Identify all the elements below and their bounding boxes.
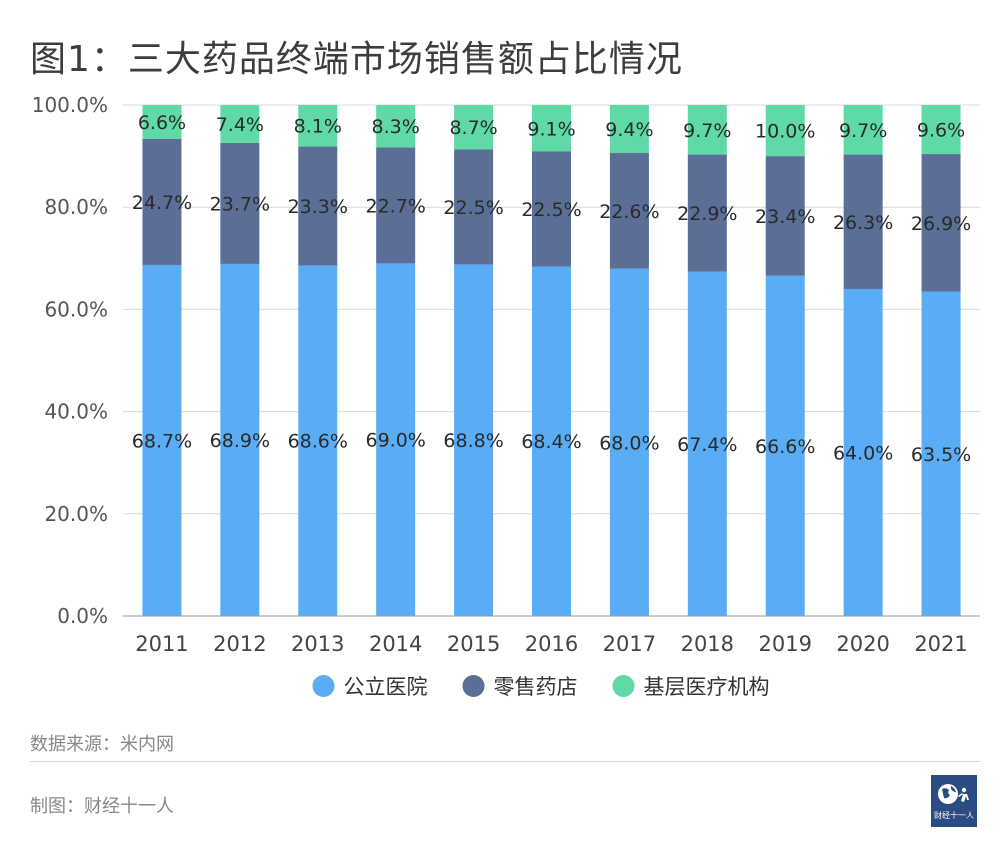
bar-segment xyxy=(298,105,338,147)
y-tick-label: 40.0% xyxy=(44,400,108,424)
data-label: 9.6% xyxy=(917,120,965,142)
data-label: 6.6% xyxy=(138,112,186,134)
data-label: 22.5% xyxy=(521,199,581,221)
bar-segment xyxy=(609,105,649,154)
bar-segment xyxy=(220,263,260,616)
stacked-bar-chart: 0.0% 20.0% 40.0% 60.0% 80.0% 100.0% 2011 2012 20… xyxy=(32,93,980,699)
x-tick-label: 2018 xyxy=(681,632,734,656)
data-label: 69.0% xyxy=(366,430,426,452)
legend-label: 基层医疗机构 xyxy=(644,675,770,699)
data-source: 数据来源：米内网 xyxy=(30,734,174,755)
bar-segment xyxy=(142,138,182,265)
bar-segment xyxy=(687,154,727,272)
data-label: 63.5% xyxy=(911,444,971,466)
data-label: 24.7% xyxy=(132,192,192,214)
bar-segment xyxy=(532,266,571,616)
bar-segment xyxy=(843,154,883,289)
data-label: 26.3% xyxy=(833,212,893,234)
legend-label: 零售药店 xyxy=(494,675,578,699)
bar-segment xyxy=(220,142,260,264)
y-tick-label: 0.0% xyxy=(57,604,108,628)
data-label: 68.9% xyxy=(210,430,270,452)
x-tick-label: 2016 xyxy=(525,632,578,656)
legend-marker xyxy=(612,675,635,697)
chart-title: 图1：三大药品终端市场销售额占比情况 xyxy=(30,39,683,80)
data-label: 8.1% xyxy=(294,116,342,138)
x-tick-label: 2011 xyxy=(135,632,188,656)
data-label: 10.0% xyxy=(755,121,815,143)
bar-segment xyxy=(609,153,649,269)
data-label: 23.4% xyxy=(755,206,815,228)
data-label: 22.6% xyxy=(599,201,659,223)
x-tick-label: 2014 xyxy=(369,632,422,656)
brand-logo: 财经十一人 xyxy=(931,775,977,827)
bar-segment xyxy=(220,105,260,143)
bar-segment xyxy=(921,291,961,616)
data-label: 68.6% xyxy=(288,431,348,453)
bar-segment xyxy=(921,154,961,292)
data-label: 26.9% xyxy=(911,213,971,235)
bar-segment xyxy=(532,105,571,152)
data-label: 9.7% xyxy=(683,120,731,142)
bar-segment xyxy=(376,263,416,616)
x-tick-label: 2013 xyxy=(291,632,344,656)
bar-segment xyxy=(843,288,883,616)
data-label: 22.7% xyxy=(366,195,426,217)
y-tick-label: 60.0% xyxy=(44,297,108,321)
data-label: 67.4% xyxy=(677,434,737,456)
bar-segment xyxy=(921,105,961,155)
bar-segment xyxy=(298,265,338,616)
x-tick-label: 2017 xyxy=(603,632,656,656)
footer-divider xyxy=(30,761,980,762)
bar-segment xyxy=(298,146,338,266)
bar-segment xyxy=(765,156,805,276)
chart-maker: 制图：财经十一人 xyxy=(30,796,174,817)
bar-segment xyxy=(532,151,571,267)
y-tick-label: 20.0% xyxy=(44,502,108,526)
bar-segment xyxy=(687,105,727,155)
bar-segment xyxy=(376,105,416,148)
bar-segment xyxy=(454,105,494,150)
bar-segment xyxy=(142,264,182,616)
x-tick-label: 2021 xyxy=(914,632,967,656)
data-label: 23.3% xyxy=(288,196,348,218)
x-tick-label: 2015 xyxy=(447,632,500,656)
data-label: 8.3% xyxy=(372,116,420,138)
data-label: 68.0% xyxy=(599,432,659,454)
bar-segment xyxy=(376,147,416,264)
data-label: 9.4% xyxy=(605,119,653,141)
data-label: 68.4% xyxy=(521,431,581,453)
x-tick-label: 2019 xyxy=(759,632,812,656)
data-label: 9.1% xyxy=(527,118,575,140)
globe-icon xyxy=(938,784,969,804)
bar-segment xyxy=(609,268,649,616)
data-label: 22.5% xyxy=(443,197,503,219)
x-tick-label: 2020 xyxy=(836,632,889,656)
data-label: 66.6% xyxy=(755,436,815,458)
data-label: 68.7% xyxy=(132,430,192,452)
y-tick-label: 80.0% xyxy=(44,195,108,219)
data-label: 64.0% xyxy=(833,442,893,464)
data-label: 23.7% xyxy=(210,193,270,215)
x-tick-label: 2012 xyxy=(213,632,266,656)
data-label: 7.4% xyxy=(216,114,264,136)
data-label: 68.8% xyxy=(443,430,503,452)
data-label: 8.7% xyxy=(449,117,497,139)
legend-marker xyxy=(462,675,485,697)
logo-text: 财经十一人 xyxy=(934,811,974,820)
bar-segment xyxy=(454,264,494,616)
bar-segment xyxy=(843,105,883,155)
bar-segment xyxy=(454,149,494,265)
y-tick-label: 100.0% xyxy=(32,93,108,117)
bar-segment xyxy=(765,105,805,157)
bar-segment xyxy=(687,271,727,616)
legend-label: 公立医院 xyxy=(344,675,428,699)
legend-marker xyxy=(312,675,335,697)
bar-segment xyxy=(142,105,182,139)
data-label: 22.9% xyxy=(677,203,737,225)
bar-segment xyxy=(765,275,805,616)
data-label: 9.7% xyxy=(839,120,887,142)
